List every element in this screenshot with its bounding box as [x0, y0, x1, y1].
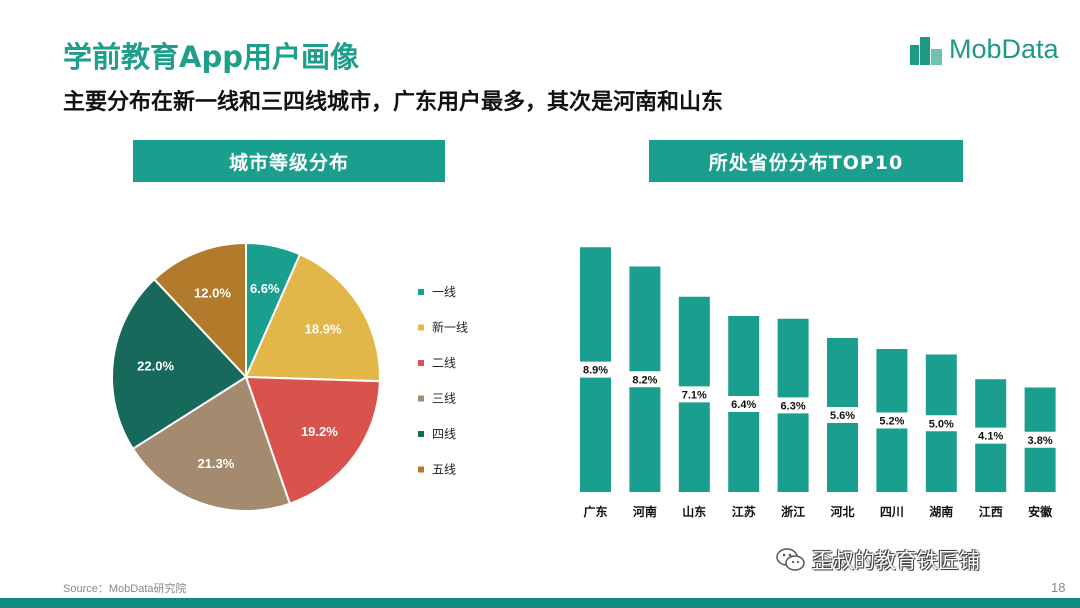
bar-label-box — [974, 427, 1007, 444]
watermark-text: 歪叔的教育铁匠铺 — [812, 549, 980, 573]
page-title: 学前教育App用户画像 — [63, 40, 359, 74]
bar-value-label: 6.4% — [731, 399, 756, 411]
legend-swatch — [418, 466, 424, 473]
bar-value-label: 8.2% — [632, 374, 657, 386]
bar-value-label: 5.6% — [830, 410, 855, 422]
bar-value-label: 6.3% — [781, 400, 806, 412]
pie-slice — [131, 375, 292, 512]
pie-panel-title: 城市等级分布 — [133, 140, 445, 182]
legend-swatch — [418, 431, 424, 437]
bar-value-label: 5.2% — [879, 416, 904, 428]
legend-label: 新一线 — [432, 320, 468, 335]
pie-slice-label: 18.9% — [305, 321, 342, 336]
x-tick-label: 四川 — [880, 505, 904, 519]
bar-label-box — [678, 386, 711, 403]
legend-swatch — [418, 324, 424, 331]
pie-slice — [111, 277, 248, 451]
bar-label-box — [628, 371, 661, 388]
wechat-watermark: 歪叔的教育铁匠铺 — [776, 545, 980, 575]
bar-label-box — [1024, 431, 1057, 448]
bar-value-label: 4.1% — [978, 431, 1003, 443]
legend-label: 四线 — [432, 427, 456, 441]
x-tick-label: 浙江 — [781, 504, 805, 519]
x-tick-label: 河北 — [829, 504, 854, 519]
bar-label-box — [875, 412, 908, 429]
pie-slice-label: 22.0% — [137, 359, 174, 374]
bar-value-label: 7.1% — [682, 389, 707, 401]
page-number: 18 — [1051, 580, 1066, 595]
legend-swatch — [418, 360, 424, 366]
logo-text: MobData — [949, 34, 1059, 64]
pie-slice — [152, 241, 247, 380]
pie-slice-label: 19.2% — [301, 424, 338, 439]
legend-swatch — [418, 289, 424, 295]
x-tick-label: 广东 — [583, 504, 607, 519]
bar-label-box — [826, 407, 859, 423]
bar-label-box — [727, 396, 760, 412]
wechat-icon — [776, 548, 805, 571]
x-tick-label: 江西 — [979, 504, 1003, 519]
mobdata-logo-icon — [910, 36, 942, 65]
brand-logo: MobData — [910, 34, 1059, 65]
pie-slice-label: 6.6% — [250, 281, 280, 296]
bar-label-box — [579, 361, 612, 378]
bottom-accent-bar — [0, 598, 1080, 608]
legend-swatch — [418, 395, 424, 402]
bar-value-label: 5.0% — [929, 418, 954, 430]
legend-label: 五线 — [432, 463, 456, 477]
page-subtitle: 主要分布在新一线和三四线城市，广东用户最多，其次是河南和山东 — [63, 90, 724, 115]
x-tick-label: 湖南 — [929, 504, 953, 519]
legend-label: 一线 — [432, 285, 456, 299]
bar-value-label: 8.9% — [583, 365, 608, 377]
x-tick-label: 安徽 — [1028, 504, 1053, 519]
pie-slice — [244, 253, 381, 383]
x-tick-label: 山东 — [682, 504, 706, 519]
bar-label-box — [925, 415, 958, 432]
bar-panel-title: 所处省份分布TOP10 — [649, 140, 963, 182]
bar-label-box — [777, 397, 810, 414]
legend-label: 三线 — [432, 392, 456, 406]
x-tick-label: 江苏 — [732, 504, 756, 519]
pie-chart: 6.6% 18.9% 19.2% 21.3% 22.0% 12.0% — [111, 241, 381, 512]
pie-slice-label: 12.0% — [194, 285, 231, 300]
legend-label: 二线 — [432, 356, 456, 370]
bar-value-label: 3.8% — [1028, 435, 1053, 447]
bar-chart: 8.9% 广东 8.2% 河南 7.1% 山东 6.4% 江苏 6.3% 浙江 5.6% 河北 5.2%… — [579, 247, 1057, 519]
pie-slice-label: 21.3% — [198, 456, 235, 471]
x-tick-label: 河南 — [632, 504, 657, 519]
source-note: Source：MobData研究院 — [63, 583, 187, 595]
